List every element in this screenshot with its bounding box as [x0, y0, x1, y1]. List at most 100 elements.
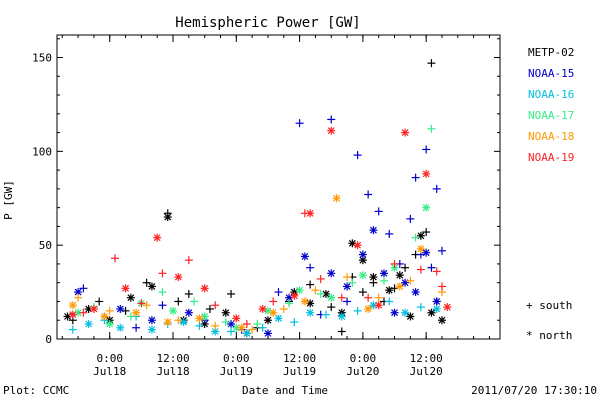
data-point-south — [437, 246, 446, 255]
data-point-south — [142, 301, 151, 310]
data-point-north — [174, 273, 183, 282]
x-tick-label: Jul19 — [220, 365, 253, 378]
data-point-north — [121, 284, 130, 293]
x-tick-label: Jul20 — [410, 365, 443, 378]
chart-title: Hemispheric Power [GW] — [175, 15, 360, 31]
data-point-north — [369, 273, 378, 282]
data-point-north — [306, 308, 315, 317]
legend-entry: NOAA-16 — [528, 88, 574, 101]
data-point-south — [184, 289, 193, 298]
data-point-south — [74, 293, 83, 302]
data-point-south — [353, 151, 362, 160]
data-point-south — [174, 316, 183, 325]
x-tick-label: 0:00 — [350, 352, 377, 365]
data-point-north — [105, 319, 114, 328]
data-point-north — [74, 288, 83, 297]
data-point-north — [147, 316, 156, 325]
x-tick-label: Jul20 — [346, 365, 379, 378]
x-axis: 0:00Jul1812:00Jul180:00Jul1912:00Jul190:… — [61, 35, 490, 378]
data-point-south — [158, 269, 167, 278]
x-axis-label: Date and Time — [242, 384, 328, 397]
plot-frame — [56, 34, 501, 340]
data-point-north — [195, 314, 204, 323]
data-point-south — [316, 274, 325, 283]
legend: METP-02 NOAA-15 NOAA-16 NOAA-17 NOAA-18 NOAA-… — [528, 46, 574, 164]
data-point-south — [364, 293, 373, 302]
data-point-south — [337, 293, 346, 302]
data-point-south — [427, 59, 436, 68]
x-tick-label: Jul18 — [156, 365, 189, 378]
legend-entry: NOAA-15 — [528, 67, 574, 80]
data-point-north — [163, 213, 172, 222]
data-point-south — [401, 263, 410, 272]
footer-credit: Plot: CCMC — [3, 384, 69, 397]
data-point-south — [385, 297, 394, 306]
data-point-north — [358, 271, 367, 280]
data-point-north — [184, 308, 193, 317]
data-point-south — [258, 323, 267, 332]
data-point-north — [332, 194, 341, 203]
y-tick-label: 100 — [32, 145, 52, 158]
data-point-south — [279, 304, 288, 313]
data-point-south — [211, 301, 220, 310]
data-point-south — [274, 288, 283, 297]
data-point-north — [200, 284, 209, 293]
data-point-south — [422, 145, 431, 154]
data-point-north — [374, 301, 383, 310]
data-point-south — [132, 323, 141, 332]
marker-legend-entry: * north — [526, 329, 572, 342]
data-point-north — [237, 323, 246, 332]
data-point-south — [437, 282, 446, 291]
data-point-south — [327, 303, 336, 312]
data-point-south — [316, 289, 325, 298]
data-point-south — [190, 297, 199, 306]
data-point-north — [422, 203, 431, 212]
data-point-south — [79, 308, 88, 317]
data-point-south — [205, 304, 214, 313]
data-point-north — [263, 329, 272, 338]
data-point-south — [137, 299, 146, 308]
data-point-south — [221, 318, 230, 327]
data-point-south — [158, 288, 167, 297]
legend-entry: METP-02 — [528, 46, 574, 59]
data-point-north — [416, 244, 425, 253]
data-point-north — [337, 312, 346, 321]
data-point-north — [126, 293, 135, 302]
data-point-south — [68, 325, 77, 334]
data-point-south — [427, 124, 436, 133]
y-tick-label: 0 — [45, 333, 52, 346]
data-point-north — [432, 297, 441, 306]
data-point-north — [242, 329, 251, 338]
data-point-south — [227, 289, 236, 298]
data-point-south — [242, 319, 251, 328]
data-point-south — [306, 280, 315, 289]
data-point-south — [416, 303, 425, 312]
data-point-north — [422, 248, 431, 257]
data-point-south — [432, 184, 441, 193]
data-point-north — [327, 269, 336, 278]
data-point-north — [327, 126, 336, 135]
x-tick-label: 0:00 — [96, 352, 123, 365]
data-point-north — [68, 310, 77, 319]
data-point-north — [132, 308, 141, 317]
data-point-north — [353, 241, 362, 250]
x-tick-label: Jul18 — [93, 365, 126, 378]
x-tick-label: 12:00 — [156, 352, 189, 365]
data-point-north — [263, 316, 272, 325]
data-point-south — [432, 267, 441, 276]
data-point-south — [79, 284, 88, 293]
marker-legend: + south * north — [526, 299, 572, 342]
data-point-south — [253, 319, 262, 328]
data-point-south — [184, 256, 193, 265]
y-tick-label: 50 — [39, 239, 52, 252]
data-point-south — [321, 310, 330, 319]
data-point-south — [126, 312, 135, 321]
data-point-south — [174, 297, 183, 306]
data-point-north — [385, 286, 394, 295]
data-point-north — [401, 128, 410, 137]
data-point-north — [327, 293, 336, 302]
data-point-north — [221, 308, 230, 317]
data-point-south — [227, 327, 236, 336]
data-point-south — [406, 276, 415, 285]
legend-entry: NOAA-19 — [528, 151, 574, 164]
